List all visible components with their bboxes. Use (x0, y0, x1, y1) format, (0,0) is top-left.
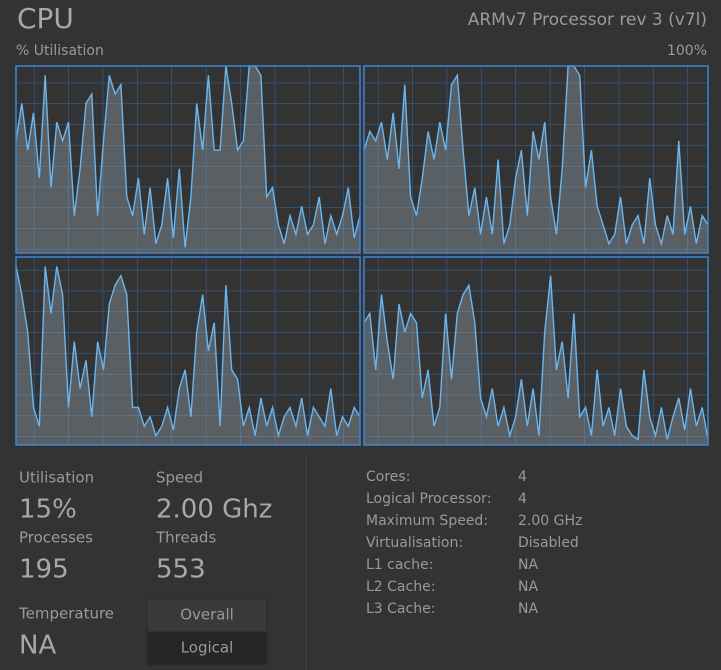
chart-border (363, 256, 709, 446)
line (363, 65, 709, 247)
y-max-label: 100% (667, 43, 707, 59)
stat-value: 195 (19, 555, 69, 585)
line (15, 65, 361, 248)
stat-label: Speed (156, 469, 203, 487)
stat-value: 2.00 Ghz (156, 495, 272, 525)
stat-value: 553 (156, 555, 206, 585)
chart-panel (364, 66, 708, 253)
detail-value: Disabled (518, 535, 579, 551)
button-label[interactable]: Logical (181, 639, 234, 657)
button[interactable] (146, 631, 268, 666)
line (363, 275, 709, 441)
detail-label: L1 cache: (366, 557, 433, 573)
stat-value: 15% (19, 495, 77, 525)
detail-label: Maximum Speed: (366, 513, 488, 529)
detail-value: 4 (518, 491, 527, 507)
button-label[interactable]: Overall (180, 606, 234, 624)
area (16, 266, 360, 445)
stat-label: Processes (19, 529, 93, 547)
detail-label: Logical Processor: (366, 491, 491, 507)
detail-value: NA (518, 579, 538, 595)
detail-value: NA (518, 557, 538, 573)
detail-label: Virtualisation: (366, 535, 463, 551)
chart-border (15, 65, 361, 254)
detail-value: NA (518, 601, 538, 617)
stat-label: Utilisation (19, 469, 94, 487)
stat-label: Threads (155, 529, 216, 547)
chart-border (15, 256, 361, 446)
stat-label: Temperature (18, 605, 114, 623)
detail-value: 2.00 GHz (518, 513, 582, 529)
area (16, 66, 360, 253)
line (15, 266, 361, 439)
detail-label: L3 Cache: (366, 601, 435, 617)
stat-value: NA (19, 631, 56, 661)
area (364, 275, 708, 445)
title: CPU (17, 2, 74, 35)
area (364, 66, 708, 253)
chart-border (363, 65, 709, 254)
detail-value: 4 (518, 469, 527, 485)
processor-name: ARMv7 Processor rev 3 (v7l) (468, 10, 707, 30)
detail-label: L2 Cache: (366, 579, 435, 595)
detail-label: Cores: (366, 469, 410, 485)
y-axis-label: % Utilisation (16, 43, 104, 59)
